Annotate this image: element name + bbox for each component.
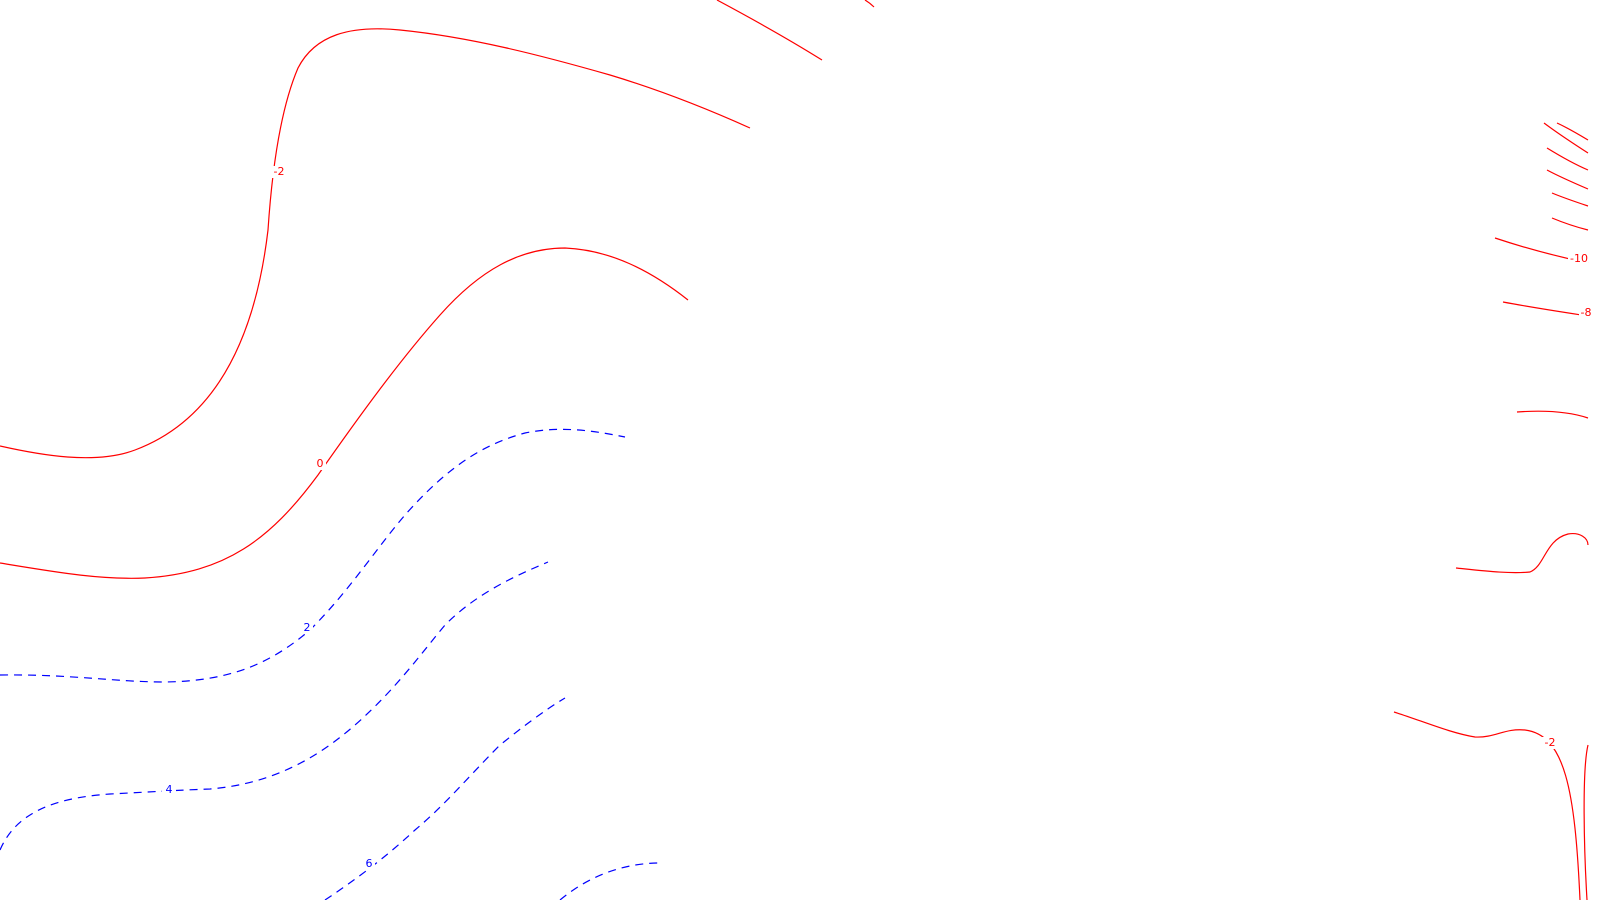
contour-line-four [0, 561, 549, 851]
contour-line-two [0, 428, 626, 683]
contour-line-minus-10-stack-d [1546, 169, 1589, 190]
contour-label-two: 2 [301, 621, 313, 634]
contour-label-minus-8: -8 [1579, 306, 1593, 319]
contour-line-minus-8 [1502, 301, 1589, 317]
contour-label-zero: 0 [314, 457, 326, 470]
contour-line-six-lower-segment [559, 862, 661, 900]
contour-line-minus-10-stack-a [1556, 122, 1589, 141]
contour-line-zero [0, 247, 689, 579]
contour-line-right-bottom-loop [1583, 744, 1589, 900]
contour-label-six-text: 6 [366, 857, 373, 870]
contour-line-six [324, 697, 566, 900]
contour-label-four-text: 4 [166, 783, 173, 796]
contour-line-minus-10-stack-f [1551, 217, 1589, 231]
contour-label-minus-2-right: -2 [1542, 736, 1558, 749]
contour-line-right-mid [1516, 410, 1589, 419]
contour-label-minus-10-text: -10 [1570, 252, 1588, 265]
contour-label-six: 6 [363, 857, 375, 870]
contour-line-right-bump [1455, 533, 1589, 574]
contour-line-minus-10-stack-c [1546, 147, 1589, 171]
contour-label-minus-10: -10 [1568, 252, 1588, 265]
contour-label-minus-2-upper: -2 [272, 165, 286, 178]
contour-label-minus-2-right-text: -2 [1545, 736, 1556, 749]
contour-line-top-segment-a [716, 0, 823, 61]
contour-line-minus-10-stack-b [1543, 122, 1589, 154]
contour-line-minus-2-upper-left [0, 28, 751, 459]
contour-line-minus-2-right [1393, 711, 1581, 900]
contour-label-four: 4 [162, 783, 176, 796]
contour-label-minus-8-text: -8 [1581, 306, 1592, 319]
contour-label-two-text: 2 [304, 621, 311, 634]
contour-line-top-segment-b [864, 0, 875, 8]
contour-line-minus-10-stack-e [1551, 192, 1589, 207]
contour-label-minus-2-upper-text: -2 [274, 165, 285, 178]
contour-label-zero-text: 0 [317, 457, 324, 470]
contour-labels: -2 0 2 4 6 -10 -8 -2 [162, 165, 1593, 870]
